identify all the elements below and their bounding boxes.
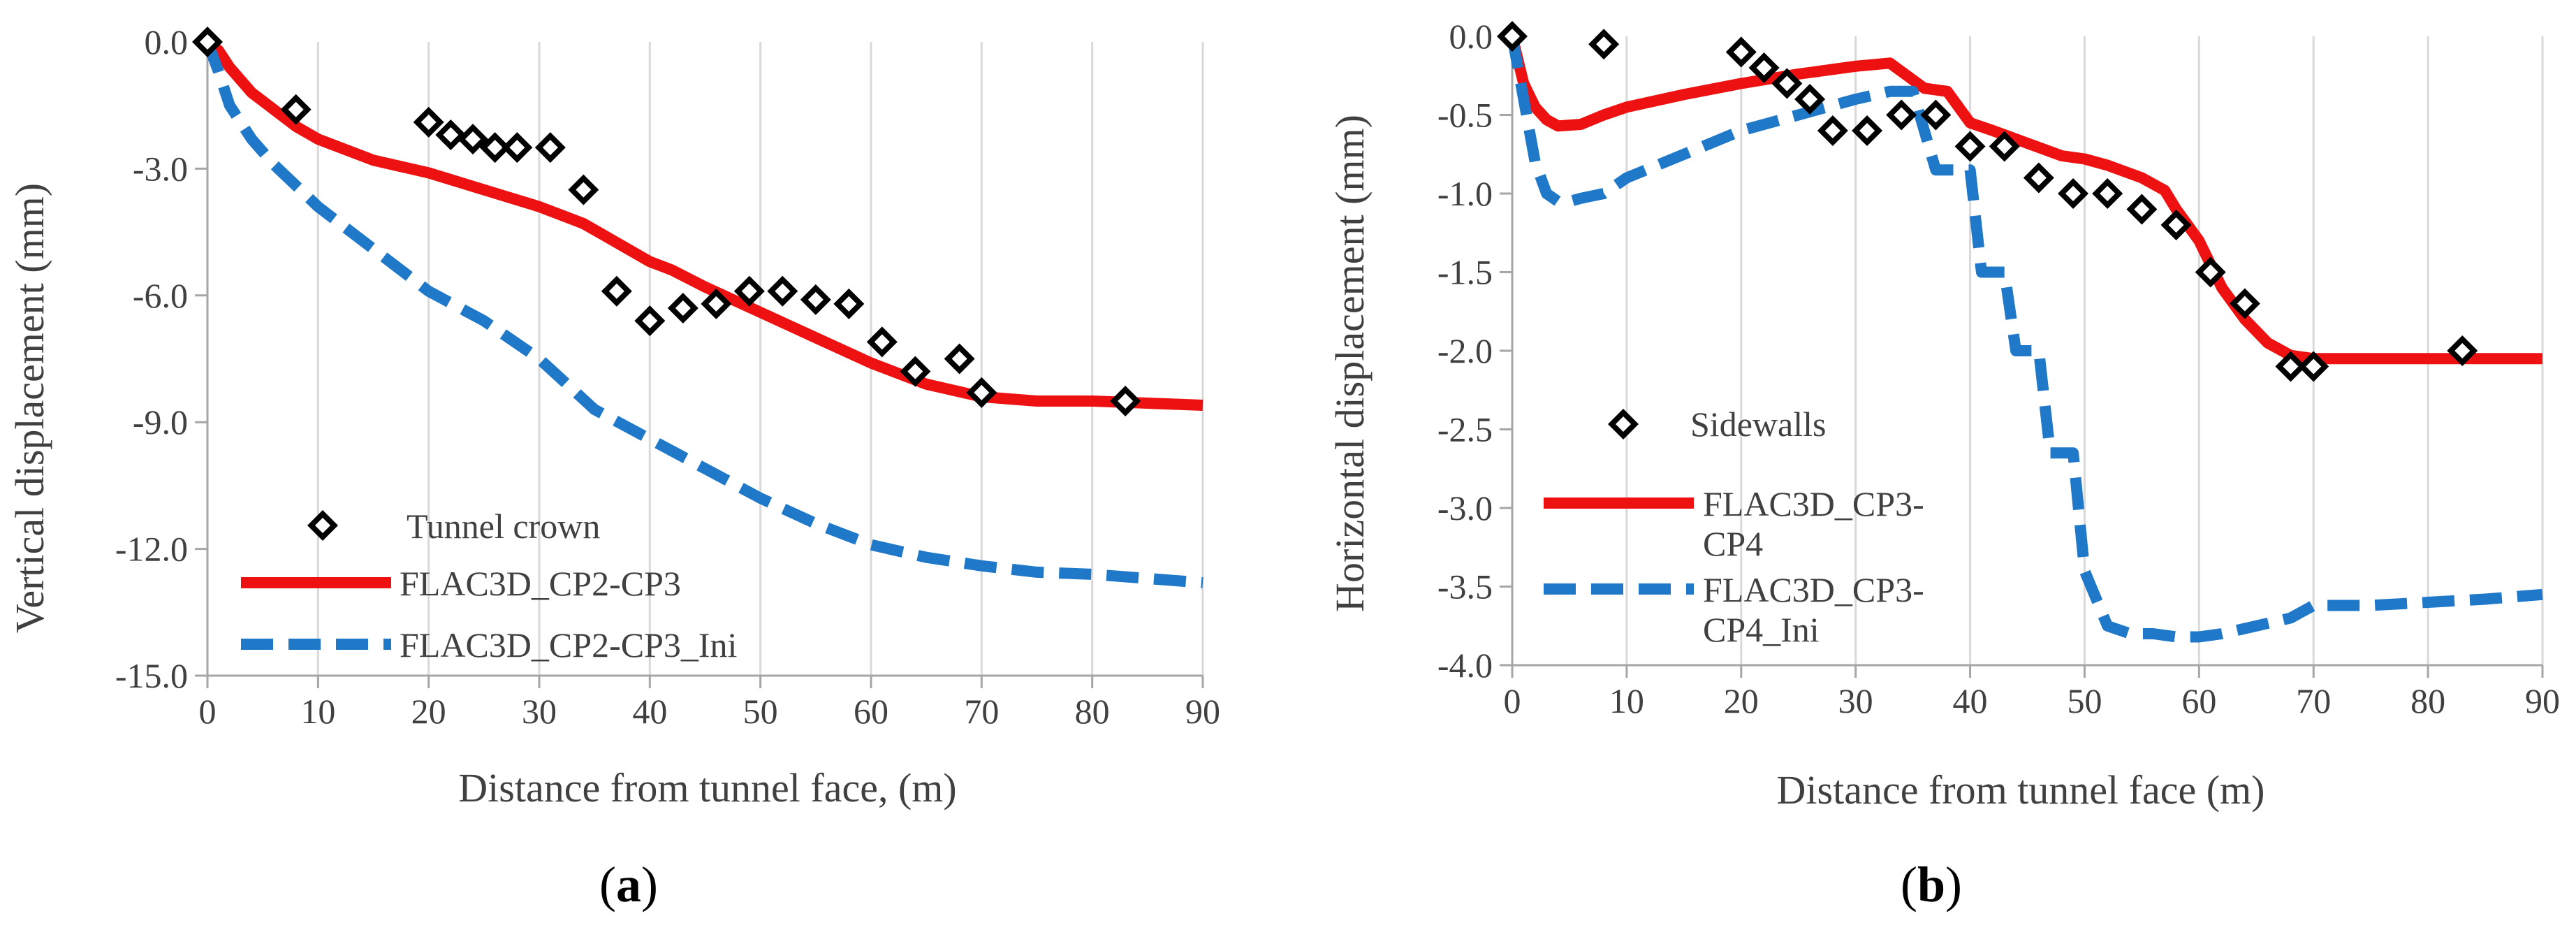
panel-b-legend-label-flac3d-cp3-cp4-ini-line2: CP4_Ini (1703, 610, 1820, 649)
panel-b-axes (1500, 35, 2544, 678)
panel-b-series-sidewalls-point (2092, 178, 2123, 209)
panel-b-y-tick-label: -0.5 (1437, 96, 1493, 135)
panel-b-series-sidewalls (1497, 21, 2478, 382)
panel-a-x-axis-title: Distance from tunnel face, (m) (458, 765, 956, 811)
panel-a-y-tick-label: -12.0 (115, 530, 188, 569)
panel-b-y-tick-label: -1.5 (1437, 253, 1493, 292)
panel-a-y-axis-title: Vertical displacement (mm) (7, 183, 52, 633)
panel-b-series-sidewalls-point (1886, 99, 1917, 131)
panel-b-x-tick-label: 50 (2067, 681, 2102, 720)
panel-b-x-axis-title: Distance from tunnel face (m) (1777, 767, 2265, 813)
panel-a-series-tunnel-crown-point (1110, 385, 1141, 416)
panel-a-x-tick-label: 50 (743, 692, 778, 731)
panel-a-x-tick-label: 80 (1075, 692, 1110, 731)
panel-b-x-tick-label: 0 (1504, 681, 1521, 720)
panel-b-x-tick-label: 80 (2410, 681, 2445, 720)
panel-b-legend: Sidewalls FLAC3D_CP3- CP4 FLAC3D_CP3- CP… (1544, 405, 1924, 649)
panel-a-series-tunnel-crown-point (502, 132, 533, 164)
panel-b-series-sidewalls-point (2229, 288, 2260, 319)
panel-a-x-tick-label: 90 (1185, 692, 1220, 731)
panel-b-x-tick-label: 20 (1724, 681, 1759, 720)
panel-a-y-tick-label: -3.0 (133, 149, 188, 188)
panel-b-x-tick-label: 10 (1609, 681, 1644, 720)
panel-a-x-tick-label: 70 (964, 692, 999, 731)
panel-a-legend-label-flac3d-cp2-cp3: FLAC3D_CP2-CP3 (400, 564, 681, 603)
panel-b-legend-label-sidewalls: Sidewalls (1690, 405, 1826, 444)
panel-b-caption-letter: b (1917, 857, 1945, 913)
panel-b-series-sidewalls-point (1954, 131, 1986, 162)
panel-b-tick-labels: 0 10 20 30 40 50 60 70 80 90 0.0 -0.5 -1.0 -1.5 -2.0 -2… (1437, 17, 2560, 720)
panel-a-legend-label-tunnel-crown: Tunnel crown (407, 507, 600, 546)
panel-b-series-sidewalls-point (1817, 115, 1848, 146)
panel-b-y-tick-label: -2.5 (1437, 410, 1493, 449)
panel-b-series-sidewalls-point (2023, 162, 2054, 194)
panel-a-series-tunnel-crown-point (800, 284, 831, 315)
panel-a-caption-label: (a) (599, 857, 658, 913)
panel-b-y-tick-label: -3.0 (1437, 488, 1493, 528)
panel-b-caption-label: (b) (1901, 857, 1962, 913)
panel-b-y-tick-label: -3.5 (1437, 567, 1493, 606)
panel-b-legend-label-flac3d-cp3-cp4-line2: CP4 (1703, 524, 1763, 563)
panel-b-x-tick-label: 60 (2181, 681, 2216, 720)
panel-b-series-sidewalls-point (1588, 29, 1620, 60)
panel-a-series-flac3d-cp2-cp3-ini-line (202, 40, 1203, 588)
panel-a-x-tick-label: 60 (854, 692, 888, 731)
panel-a-series-tunnel-crown-point (767, 275, 798, 307)
panel-a-series-tunnel-crown-point (966, 377, 997, 408)
panel-b-y-tick-label: -4.0 (1437, 646, 1493, 685)
panel-b-series-flac3d-cp3-cp4-ini-line (1507, 35, 2543, 643)
panel-b-y-tick-label: -2.0 (1437, 331, 1493, 370)
panel-a-x-tick-label: 40 (632, 692, 667, 731)
panel-b-y-tick-label: -1.0 (1437, 174, 1493, 213)
panel-a-series-tunnel-crown-point (833, 288, 865, 319)
panel-b-x-tick-label: 70 (2296, 681, 2331, 720)
panel-b: 0 10 20 30 40 50 60 70 80 90 0.0 -0.5 -1.0 -1.5 -2.0 -2… (1327, 17, 2560, 913)
panel-b-plot-area: 0 10 20 30 40 50 60 70 80 90 0.0 -0.5 -1.0 -1.5 -2.0 -2… (1437, 17, 2560, 720)
panel-a-x-tick-label: 20 (411, 692, 446, 731)
panel-a-series-tunnel-crown-point (601, 275, 632, 307)
panel-a-x-tick-label: 30 (522, 692, 557, 731)
panel-a-y-tick-label: -6.0 (133, 276, 188, 315)
panel-b-series-sidewalls-point (1497, 21, 1528, 52)
panel-b-series-flac3d-cp3-cp4-line (1507, 35, 2542, 365)
panel-a-axes (195, 41, 1204, 688)
panel-b-x-tick-label: 30 (1838, 681, 1873, 720)
panel-a-series-tunnel-crown-point (944, 343, 975, 375)
panel-a-caption-letter: a (616, 857, 641, 913)
panel-b-series-sidewalls-point (2126, 194, 2158, 225)
panel-a-series (192, 27, 1203, 588)
panel-a-y-tick-label: -9.0 (133, 402, 188, 442)
panel-a-series-tunnel-crown-point (634, 305, 666, 337)
panel-a-series-tunnel-crown (192, 27, 1141, 416)
panel-a-series-flac3d-cp2-cp3-line (204, 37, 1203, 411)
panel-a-series-tunnel-crown-point (568, 174, 599, 205)
panel-b-y-axis-title: Horizontal displacement (mm) (1327, 115, 1373, 612)
panel-a-legend-marker-tunnel-crown (307, 510, 338, 541)
panel-b-x-tick-label: 90 (2525, 681, 2560, 720)
panel-a-legend-label-flac3d-cp2-cp3-ini: FLAC3D_CP2-CP3_Ini (400, 625, 737, 664)
panel-b-y-tick-label: 0.0 (1449, 17, 1493, 56)
panel-a-legend: Tunnel crown FLAC3D_CP2-CP3 FLAC3D_CP2-C… (241, 507, 737, 664)
panel-b-series (1497, 21, 2543, 643)
panel-b-series-sidewalls-point (1725, 36, 1757, 68)
panel-a-y-tick-label: -15.0 (115, 656, 188, 695)
panel-b-legend-label-flac3d-cp3-cp4-line1: FLAC3D_CP3- (1703, 484, 1924, 523)
panel-b-series-sidewalls-point (2160, 210, 2192, 240)
panel-b-x-tick-label: 40 (1953, 681, 1988, 720)
panel-a-tick-labels: 0 10 20 30 40 50 60 70 80 90 0.0 -3.0 -6.0 -9.0 -12.0 -… (115, 22, 1220, 731)
panel-a-plot-area: 0 10 20 30 40 50 60 70 80 90 0.0 -3.0 -6.0 -9.0 -12.0 -… (115, 22, 1220, 731)
panel-a: 0 10 20 30 40 50 60 70 80 90 0.0 -3.0 -6.0 -9.0 -12.0 -… (7, 22, 1220, 913)
panel-a-series-tunnel-crown-point (667, 292, 698, 324)
panel-a-x-tick-label: 0 (199, 692, 217, 731)
panel-b-legend-label-flac3d-cp3-cp4-ini-line1: FLAC3D_CP3- (1703, 570, 1924, 609)
panel-a-x-tick-label: 10 (300, 692, 335, 731)
panel-b-legend-marker-sidewalls (1608, 409, 1639, 439)
panel-a-y-tick-label: 0.0 (145, 22, 189, 61)
